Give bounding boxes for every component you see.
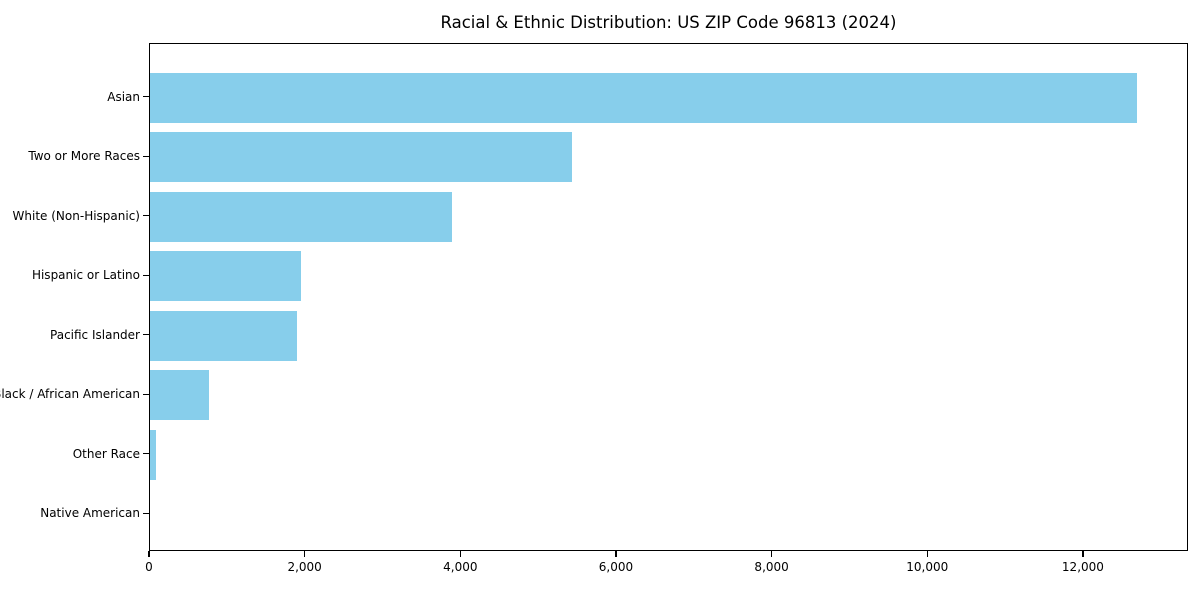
y-tick-mark	[143, 453, 149, 455]
y-tick-label: Native American	[40, 506, 140, 521]
bar-other-race	[150, 429, 156, 480]
y-tick-mark	[143, 274, 149, 276]
x-tick-label: 4,000	[443, 560, 478, 574]
x-tick-mark	[926, 551, 928, 557]
x-tick-mark	[459, 551, 461, 557]
x-tick-label: 12,000	[1061, 560, 1104, 574]
y-tick-label: White (Non-Hispanic)	[12, 208, 140, 223]
y-tick-label: Hispanic or Latino	[31, 268, 140, 283]
x-tick-mark	[771, 551, 773, 557]
y-tick-mark	[143, 512, 149, 514]
bar-two-or-more-races	[150, 132, 573, 183]
bar-black-african-american	[150, 370, 209, 421]
y-tick-mark	[143, 393, 149, 395]
bar-white-non-hispanic-	[150, 191, 453, 242]
y-tick-mark	[143, 96, 149, 98]
x-tick-mark	[615, 551, 617, 557]
y-tick-label: Other Race	[72, 446, 140, 461]
bar-pacific-islander	[150, 310, 297, 361]
y-tick-label: Asian	[107, 89, 140, 104]
bar-hispanic-or-latino	[150, 251, 302, 302]
chart-title: Racial & Ethnic Distribution: US ZIP Cod…	[440, 13, 897, 32]
bar-asian	[150, 72, 1138, 123]
x-tick-mark	[1082, 551, 1084, 557]
y-tick-label: Pacific Islander	[50, 327, 140, 342]
x-tick-label: 0	[145, 560, 153, 574]
x-tick-label: 6,000	[598, 560, 634, 574]
y-tick-mark	[143, 155, 149, 157]
plot-area	[149, 43, 1188, 551]
y-tick-mark	[143, 334, 149, 336]
x-tick-label: 8,000	[754, 560, 789, 574]
x-tick-mark	[148, 551, 150, 557]
y-tick-label: Black / African American	[0, 387, 140, 402]
x-tick-label: 10,000	[906, 560, 949, 574]
x-tick-label: 2,000	[287, 560, 322, 574]
y-tick-label: Two or More Races	[28, 149, 140, 164]
y-tick-mark	[143, 215, 149, 217]
x-tick-mark	[304, 551, 306, 557]
